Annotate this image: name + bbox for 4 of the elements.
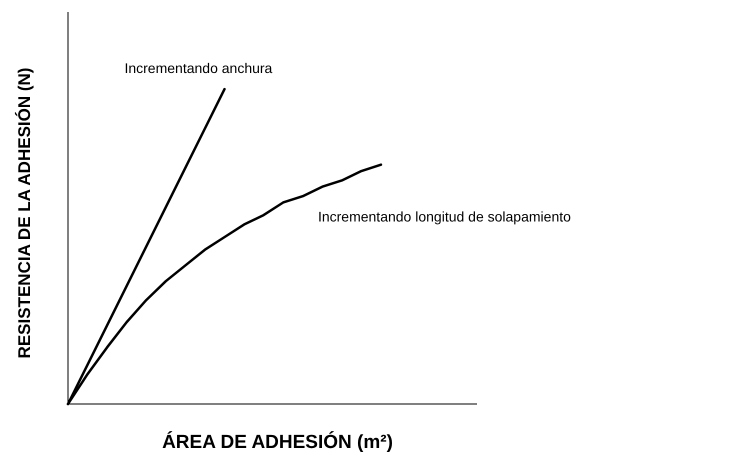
- x-axis-title: ÁREA DE ADHESIÓN (m²): [162, 431, 393, 453]
- y-axis-title: RESISTENCIA DE LA ADHESIÓN (N): [14, 68, 34, 358]
- series-label: Incrementando longitud de solapamiento: [318, 208, 572, 224]
- text: Incrementando anchura: [124, 60, 273, 76]
